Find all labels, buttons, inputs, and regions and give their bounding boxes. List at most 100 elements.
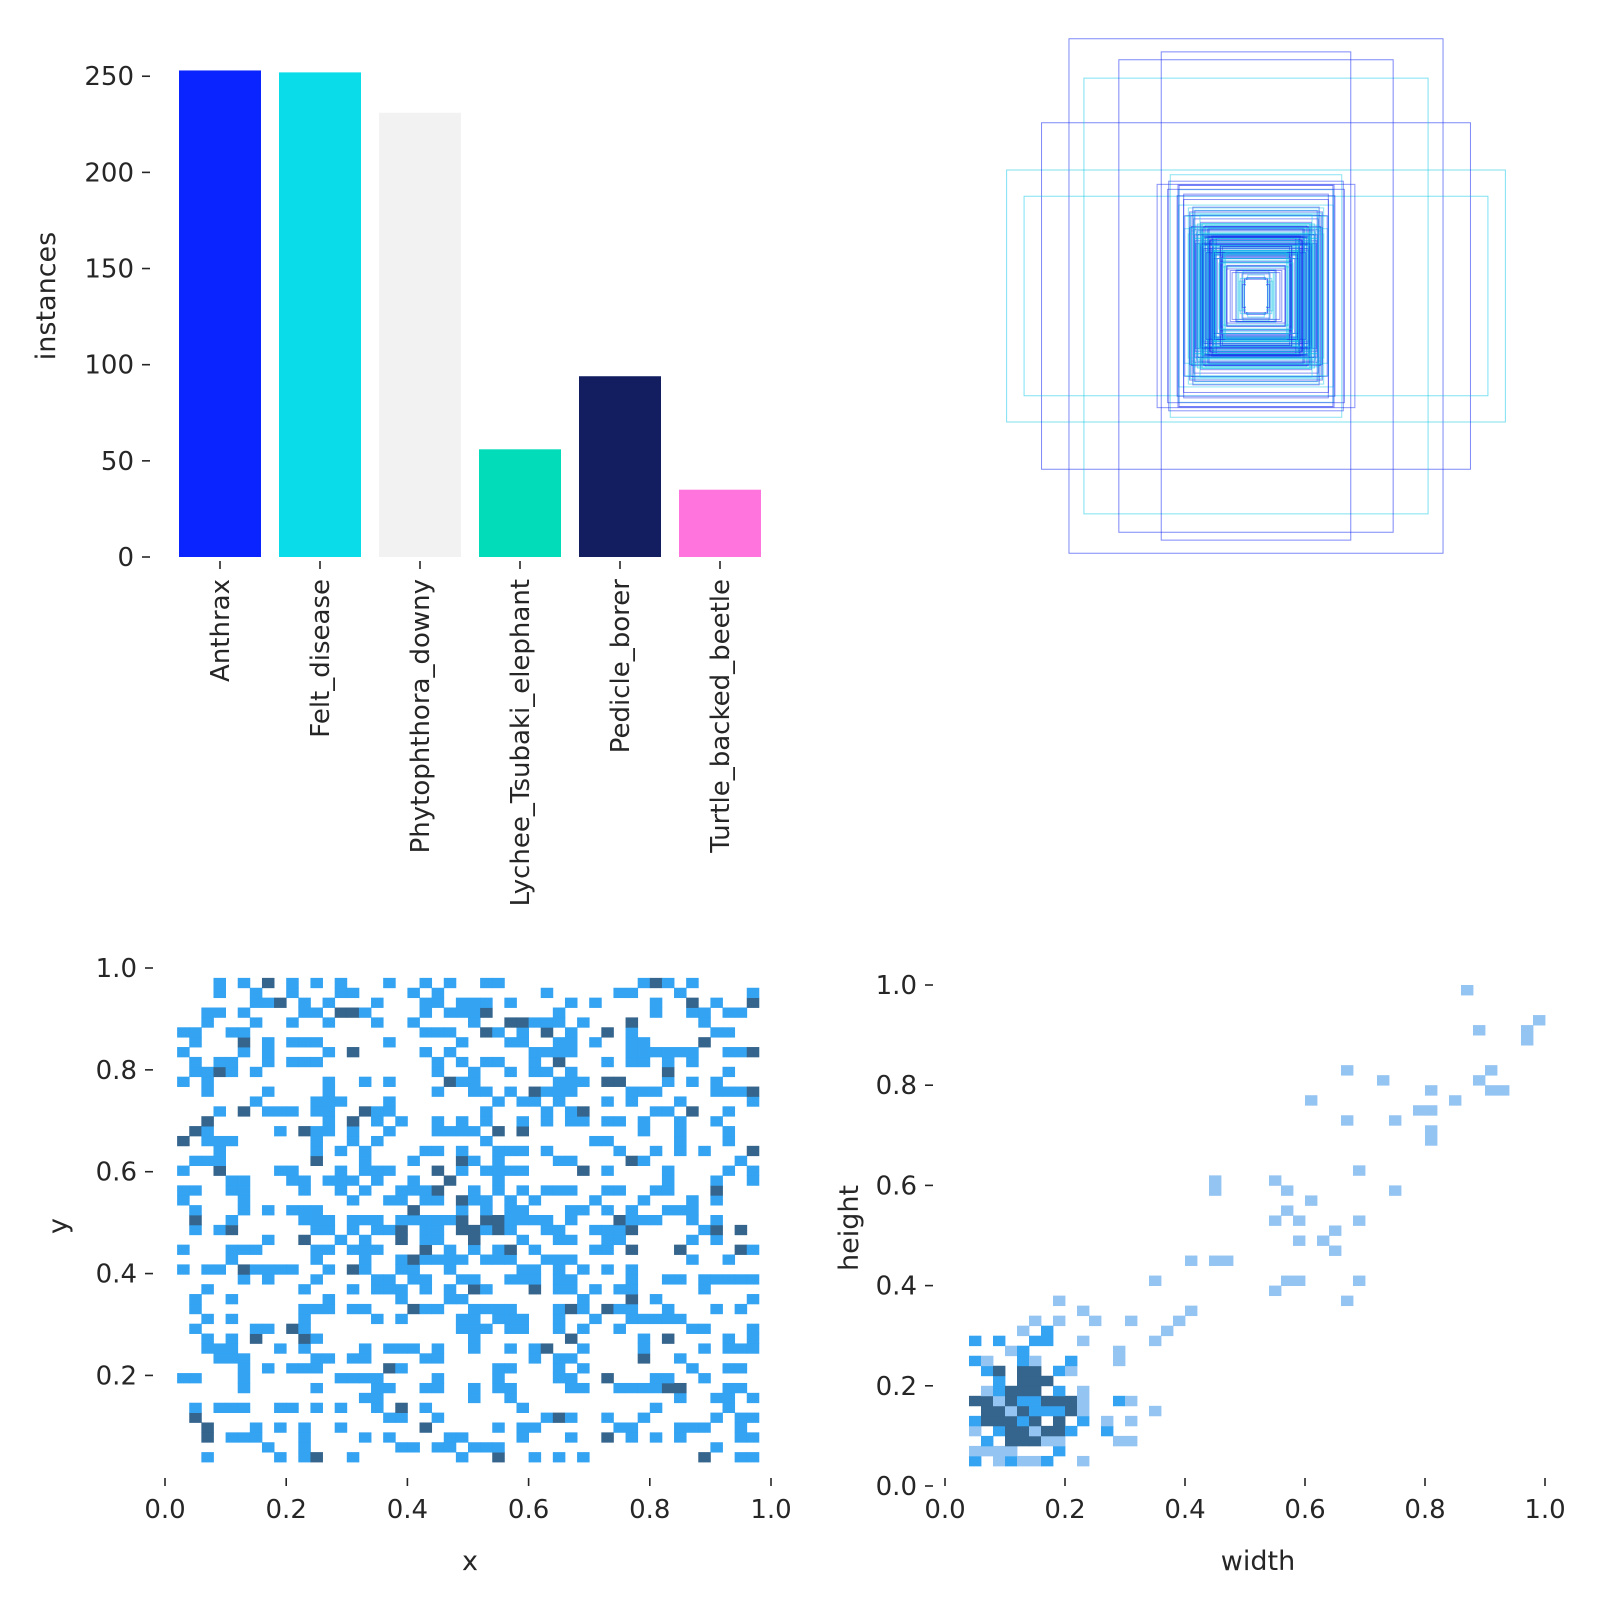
heatmap-cell — [358, 1254, 372, 1265]
heatmap-cell — [371, 1373, 384, 1384]
heatmap-cell — [637, 1333, 651, 1344]
heatmap-cell — [237, 977, 251, 989]
heatmap-cell — [407, 1264, 420, 1275]
heatmap-cell — [710, 1195, 723, 1206]
heatmap-cell — [225, 1313, 239, 1325]
y-tick-label: 100 — [84, 351, 134, 381]
heatmap-cell — [492, 1096, 505, 1107]
heatmap-cell — [637, 1037, 651, 1048]
heatmap-cell — [698, 1452, 711, 1463]
heatmap-cell — [516, 1037, 529, 1048]
heatmap-cell — [746, 1323, 760, 1334]
heatmap-cell — [661, 1165, 675, 1176]
class-instances-bar-chart: 0 50 100 150 200 250 Anthrax Felt_disease Phyto… — [31, 62, 761, 906]
label-box — [1189, 212, 1323, 380]
y-tick-label: 1.0 — [876, 971, 917, 1001]
heatmap-cell — [334, 1175, 348, 1186]
heatmap-cell — [637, 1126, 651, 1137]
heatmap-cell — [613, 1303, 626, 1315]
heatmap-cell — [698, 1284, 711, 1295]
heatmap-cell — [564, 1215, 578, 1226]
heatmap-cell — [1077, 1455, 1090, 1467]
heatmap-cell — [310, 1007, 323, 1018]
heatmap-cell — [969, 1415, 982, 1427]
heatmap-cell — [661, 1047, 675, 1058]
heatmap-cell — [480, 1284, 493, 1295]
heatmap-cell — [734, 1412, 748, 1423]
heatmap-cell — [407, 987, 420, 999]
heatmap-cell — [625, 1313, 639, 1325]
heatmap-cell — [468, 1313, 481, 1325]
heatmap-cell — [589, 1244, 602, 1255]
heatmap-cell — [286, 1165, 299, 1176]
heatmap-cell — [552, 1412, 566, 1423]
heatmap-cell — [346, 1264, 360, 1275]
heatmap-cell — [722, 1007, 736, 1018]
heatmap-cell — [346, 1284, 360, 1295]
heatmap-cell — [310, 1402, 323, 1413]
heatmap-cell — [516, 1215, 529, 1226]
heatmap-cell — [564, 1047, 578, 1058]
heatmap-cell — [383, 1037, 396, 1048]
heatmap-cell — [601, 1185, 614, 1196]
heatmap-cell — [261, 1106, 275, 1117]
y-tick-label: 0.4 — [96, 1260, 137, 1290]
heatmap-cell — [480, 1442, 493, 1453]
heatmap-cell — [1029, 1425, 1042, 1437]
heatmap-cell — [431, 1086, 445, 1097]
label-box — [1189, 211, 1323, 381]
heatmap-cell — [419, 1422, 433, 1433]
heatmap-cell — [261, 1205, 275, 1216]
heatmap-cell — [1101, 1415, 1114, 1427]
heatmap-cell — [1077, 1305, 1090, 1317]
heatmap-cell — [480, 1056, 493, 1068]
heatmap-cell — [334, 1402, 348, 1413]
heatmap-cell — [346, 1303, 360, 1315]
heatmap-cell — [213, 1264, 226, 1275]
heatmap-cell — [455, 1195, 469, 1206]
heatmap-cell — [443, 1047, 457, 1058]
heatmap-cell — [358, 1303, 372, 1315]
label-box — [1193, 237, 1319, 355]
heatmap-cell — [177, 1244, 190, 1255]
heatmap-cell — [286, 1017, 299, 1028]
heatmap-cell — [1125, 1395, 1138, 1407]
wh-y-axis: 0.0 0.2 0.4 0.6 0.8 1.0 — [876, 971, 933, 1502]
heatmap-cell — [298, 1333, 311, 1344]
heatmap-cell — [504, 1086, 517, 1097]
heatmap-cell — [334, 1007, 348, 1018]
heatmap-cell — [1005, 1445, 1018, 1457]
heatmap-cell — [1065, 1355, 1078, 1367]
label-box — [1184, 215, 1328, 377]
heatmap-cell — [734, 1224, 748, 1236]
heatmap-cell — [468, 1086, 481, 1097]
heatmap-cell — [1041, 1435, 1054, 1447]
heatmap-cell — [1113, 1345, 1126, 1357]
heatmap-cell — [310, 1244, 323, 1255]
heatmap-cell — [722, 1402, 736, 1413]
heatmap-cell — [993, 1365, 1006, 1377]
heatmap-cell — [613, 1215, 626, 1226]
heatmap-cell — [698, 1274, 711, 1285]
heatmap-cell — [552, 1452, 566, 1463]
heatmap-cell — [431, 997, 445, 1008]
heatmap-cell — [564, 1037, 578, 1048]
label-box — [1208, 240, 1304, 352]
y-tick-label: 0.4 — [876, 1272, 917, 1302]
wh-y-axis-title: height — [834, 1185, 865, 1271]
heatmap-cell — [298, 1056, 311, 1068]
heatmap-cell — [625, 1037, 639, 1048]
heatmap-cell — [981, 1415, 994, 1427]
label-box — [1183, 228, 1329, 364]
heatmap-cell — [649, 997, 663, 1008]
wh-heatmap-cells — [969, 985, 1546, 1467]
heatmap-cell — [528, 1066, 542, 1078]
heatmap-cell — [1353, 1275, 1366, 1286]
heatmap-cell — [625, 1215, 639, 1226]
y-tick-label: 250 — [84, 62, 134, 92]
heatmap-cell — [468, 1224, 481, 1236]
heatmap-cell — [504, 1392, 517, 1404]
heatmap-cell — [298, 1185, 311, 1196]
heatmap-cell — [480, 1224, 493, 1236]
heatmap-cell — [322, 1303, 336, 1315]
